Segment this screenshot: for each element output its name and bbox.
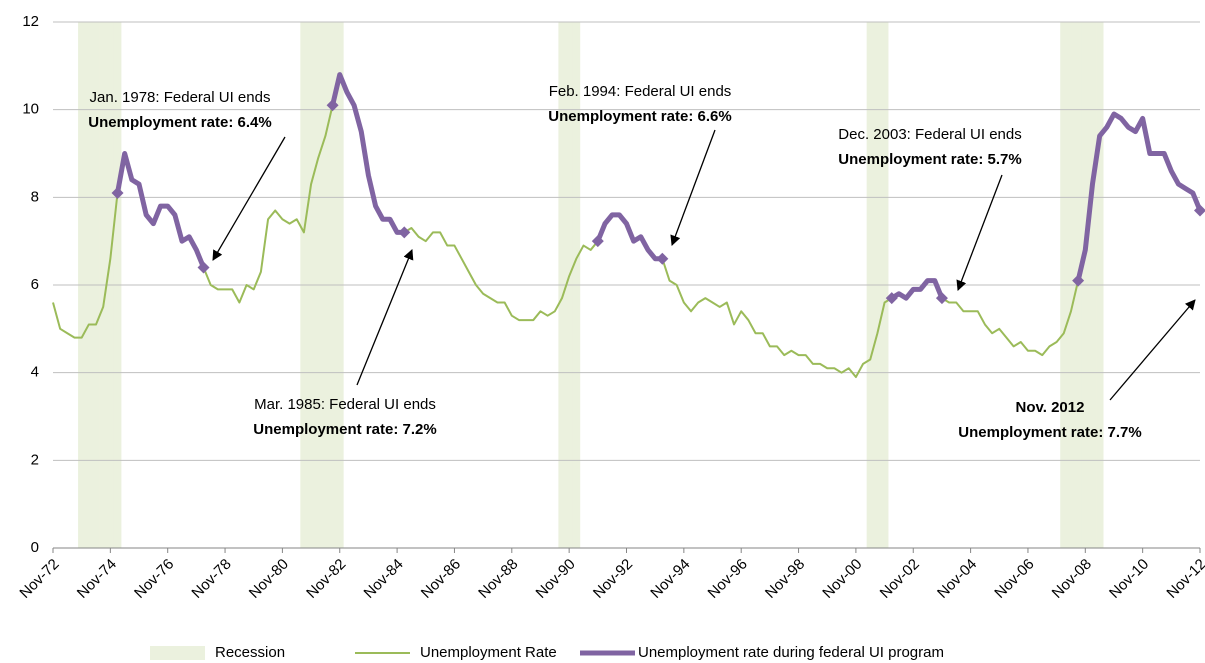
annotation-arrow bbox=[356, 249, 414, 386]
y-tick-label: 0 bbox=[31, 539, 39, 556]
x-tick-label: Nov-92 bbox=[590, 556, 636, 602]
annotation-text: Jan. 1978: Federal UI ends bbox=[90, 89, 271, 106]
x-tick-label: Nov-94 bbox=[647, 556, 693, 602]
endpoint-marker bbox=[197, 261, 210, 274]
endpoint-marker bbox=[398, 226, 411, 239]
endpoint-marker bbox=[885, 292, 898, 305]
endpoint-marker bbox=[1072, 274, 1085, 287]
annotation-text: Feb. 1994: Federal UI ends bbox=[549, 83, 732, 100]
x-tick-label: Nov-78 bbox=[188, 556, 234, 602]
y-tick-label: 12 bbox=[22, 13, 39, 30]
annotation-arrow bbox=[956, 174, 1003, 291]
x-tick-label: Nov-00 bbox=[819, 556, 865, 602]
endpoint-marker bbox=[1194, 204, 1205, 217]
annotation-text: Unemployment rate: 6.4% bbox=[88, 114, 271, 131]
endpoint-marker bbox=[656, 252, 669, 265]
x-tick-label: Nov-82 bbox=[303, 556, 349, 602]
x-tick-label: Nov-96 bbox=[705, 556, 751, 602]
endpoint-marker bbox=[591, 235, 604, 248]
legend-label: Recession bbox=[215, 644, 285, 661]
annotation-text: Unemployment rate: 5.7% bbox=[838, 151, 1021, 168]
legend-swatch bbox=[150, 646, 205, 660]
y-tick-label: 4 bbox=[31, 364, 39, 381]
x-tick-label: Nov-08 bbox=[1049, 556, 1095, 602]
annotation-text: Unemployment rate: 7.7% bbox=[958, 424, 1141, 441]
x-tick-label: Nov-98 bbox=[762, 556, 808, 602]
x-tick-label: Nov-72 bbox=[16, 556, 62, 602]
y-tick-label: 2 bbox=[31, 451, 39, 468]
x-tick-label: Nov-74 bbox=[74, 556, 120, 602]
legend-label: Unemployment rate during federal UI prog… bbox=[638, 644, 944, 661]
ui-program-line bbox=[115, 72, 1203, 301]
annotation-text: Unemployment rate: 7.2% bbox=[253, 421, 436, 438]
annotation-text: Nov. 2012 bbox=[1016, 399, 1085, 416]
x-tick-label: Nov-02 bbox=[877, 556, 923, 602]
x-tick-label: Nov-90 bbox=[533, 556, 579, 602]
annotation-arrow bbox=[1109, 299, 1196, 401]
x-tick-label: Nov-86 bbox=[418, 556, 464, 602]
x-tick-label: Nov-80 bbox=[246, 556, 292, 602]
endpoint-marker bbox=[935, 292, 948, 305]
x-tick-label: Nov-88 bbox=[475, 556, 521, 602]
x-tick-label: Nov-84 bbox=[361, 556, 407, 602]
annotation-text: Dec. 2003: Federal UI ends bbox=[838, 126, 1021, 143]
x-tick-label: Nov-10 bbox=[1106, 556, 1152, 602]
annotation-text: Unemployment rate: 6.6% bbox=[548, 108, 731, 125]
legend-label: Unemployment Rate bbox=[420, 644, 557, 661]
endpoint-marker bbox=[111, 186, 124, 199]
y-tick-label: 8 bbox=[31, 188, 39, 205]
annotation-text: Mar. 1985: Federal UI ends bbox=[254, 396, 436, 413]
x-tick-label: Nov-06 bbox=[991, 556, 1037, 602]
annotation-arrow bbox=[212, 136, 286, 261]
x-tick-label: Nov-76 bbox=[131, 556, 177, 602]
x-tick-label: Nov-12 bbox=[1163, 556, 1205, 602]
y-tick-label: 6 bbox=[31, 276, 39, 293]
x-tick-label: Nov-04 bbox=[934, 556, 980, 602]
endpoint-marker bbox=[326, 99, 339, 112]
y-tick-label: 10 bbox=[22, 101, 39, 118]
annotation-arrow bbox=[670, 129, 716, 246]
